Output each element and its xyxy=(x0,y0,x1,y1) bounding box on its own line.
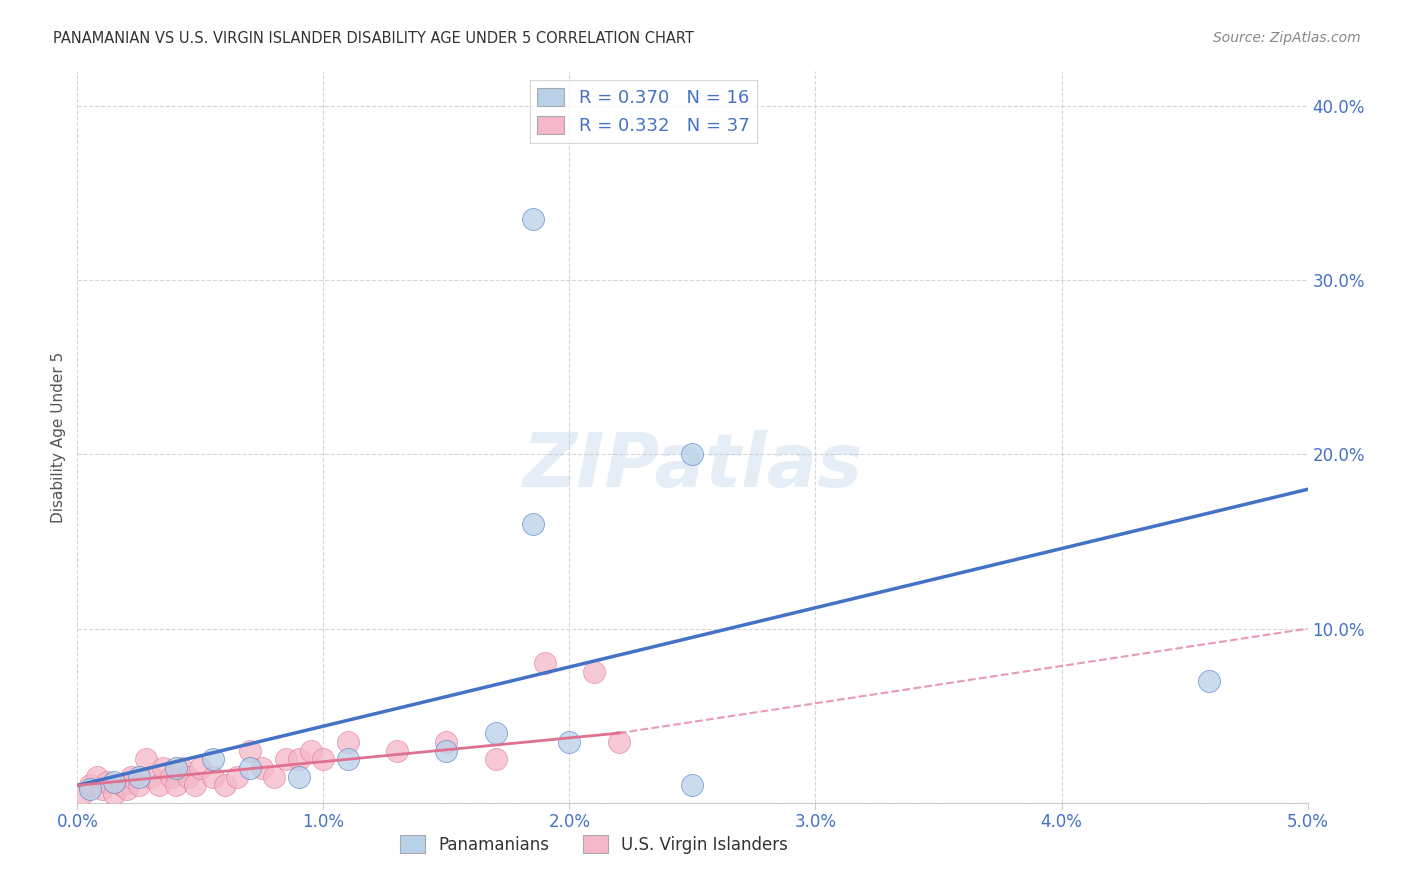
Point xyxy=(299,743,322,757)
Point xyxy=(103,787,125,801)
Point xyxy=(276,752,298,766)
Point xyxy=(288,752,311,766)
Point xyxy=(682,778,704,792)
Point xyxy=(312,752,335,766)
Point xyxy=(522,212,544,227)
Point xyxy=(141,770,163,784)
Point xyxy=(226,770,249,784)
Point xyxy=(103,775,125,789)
Point xyxy=(288,770,311,784)
Point xyxy=(239,743,262,757)
Point xyxy=(436,735,458,749)
Point xyxy=(115,781,138,796)
Point xyxy=(148,778,170,792)
Point xyxy=(128,770,150,784)
Point xyxy=(485,726,508,740)
Point xyxy=(165,778,187,792)
Point xyxy=(522,517,544,532)
Point xyxy=(70,787,93,801)
Point xyxy=(190,761,212,775)
Point xyxy=(135,752,157,766)
Point xyxy=(201,752,224,766)
Point xyxy=(558,735,581,749)
Point xyxy=(165,761,187,775)
Text: Source: ZipAtlas.com: Source: ZipAtlas.com xyxy=(1213,31,1361,45)
Point xyxy=(337,735,360,749)
Point xyxy=(436,743,458,757)
Point xyxy=(607,735,630,749)
Point xyxy=(79,778,101,792)
Y-axis label: Disability Age Under 5: Disability Age Under 5 xyxy=(51,351,66,523)
Point xyxy=(201,770,224,784)
Point xyxy=(160,770,183,784)
Point xyxy=(387,743,409,757)
Point xyxy=(239,761,262,775)
Point xyxy=(111,778,132,792)
Point xyxy=(250,761,273,775)
Point xyxy=(90,781,114,796)
Point xyxy=(485,752,508,766)
Point xyxy=(534,657,557,671)
Point xyxy=(79,781,101,796)
Point xyxy=(121,770,143,784)
Point xyxy=(583,665,606,680)
Point xyxy=(177,770,200,784)
Point xyxy=(214,778,236,792)
Point xyxy=(263,770,285,784)
Point xyxy=(337,752,360,766)
Legend: Panamanians, U.S. Virgin Islanders: Panamanians, U.S. Virgin Islanders xyxy=(394,829,794,860)
Point xyxy=(128,778,150,792)
Point xyxy=(86,770,108,784)
Point xyxy=(682,448,704,462)
Point xyxy=(96,775,118,789)
Point xyxy=(1198,673,1220,688)
Point xyxy=(170,761,193,775)
Point xyxy=(152,761,174,775)
Text: PANAMANIAN VS U.S. VIRGIN ISLANDER DISABILITY AGE UNDER 5 CORRELATION CHART: PANAMANIAN VS U.S. VIRGIN ISLANDER DISAB… xyxy=(53,31,695,46)
Text: ZIPatlas: ZIPatlas xyxy=(523,430,862,503)
Point xyxy=(184,778,207,792)
